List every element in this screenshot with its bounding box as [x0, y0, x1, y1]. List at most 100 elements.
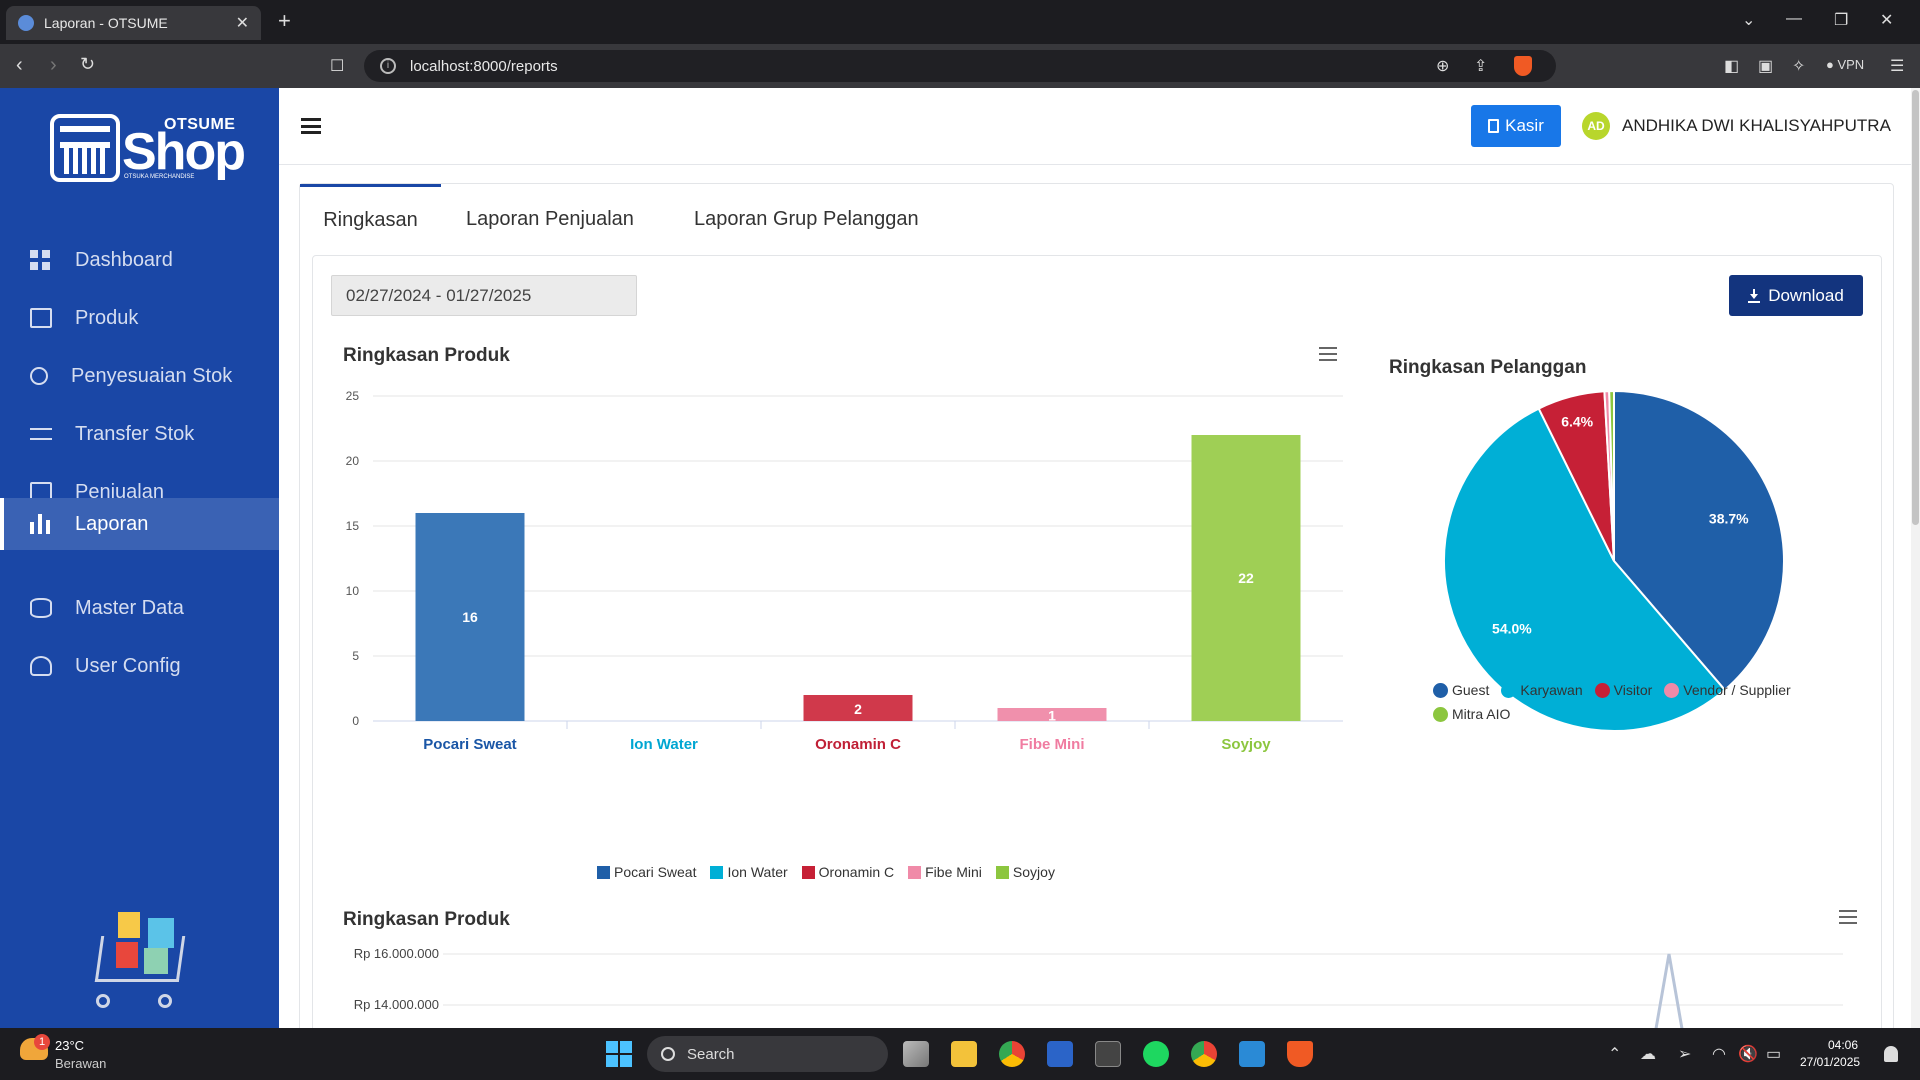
line-chart-menu-icon[interactable] [1839, 910, 1857, 924]
legend-item[interactable]: Pocari Sweat [597, 864, 696, 880]
y-tick-label: Rp 14.000.000 [354, 997, 439, 1012]
legend-swatch [1433, 682, 1448, 698]
spotify-icon[interactable] [1143, 1041, 1169, 1067]
leo-ai-icon[interactable]: ✧ [1792, 58, 1806, 75]
report-card: Ringkasan Laporan Penjualan Laporan Grup… [299, 183, 1894, 1046]
bar[interactable] [997, 708, 1107, 721]
scrollbar-thumb[interactable] [1912, 90, 1919, 525]
app-header: Kasir AD ANDHIKA DWI KHALISYAHPUTRA [279, 88, 1920, 165]
page-scrollbar[interactable] [1911, 88, 1920, 1028]
word-icon[interactable] [1047, 1041, 1073, 1067]
browser-menu-icon[interactable]: ☰ [1890, 58, 1905, 75]
calculator-icon [1488, 119, 1500, 133]
zoom-icon[interactable]: ⊕ [1436, 58, 1450, 75]
tab-laporan-grup-pelanggan[interactable]: Laporan Grup Pelanggan [694, 184, 919, 254]
bar[interactable] [415, 513, 525, 721]
notification-bell-icon[interactable] [1884, 1046, 1898, 1062]
sidebar: OTSUME Shop OTSUKA MERCHANDISE Dashboard… [0, 88, 279, 1028]
legend-item[interactable]: Soyjoy [995, 864, 1055, 880]
pie-chart: 38.7% 54.0% 6.4% [1443, 389, 1785, 732]
file-explorer-icon[interactable] [951, 1041, 977, 1067]
sidebar-item-transfer-stok[interactable]: Transfer Stok [0, 408, 279, 460]
forward-icon[interactable]: › [50, 54, 57, 76]
y-tick-label: 0 [352, 714, 359, 728]
sidebar-item-produk[interactable]: Produk [0, 292, 279, 344]
restore-icon[interactable]: ❐ [1834, 12, 1849, 29]
wifi-icon[interactable]: ◠ [1712, 1046, 1726, 1063]
legend-item[interactable]: Visitor [1594, 682, 1653, 698]
pie-slice[interactable] [1608, 389, 1615, 562]
legend-item[interactable]: Karyawan [1501, 682, 1583, 698]
vscode-icon[interactable] [1239, 1041, 1265, 1067]
volume-muted-icon[interactable]: 🔇 [1738, 1046, 1758, 1063]
share-icon[interactable]: ⇪ [1474, 58, 1488, 75]
address-bar[interactable]: i localhost:8000/reports [364, 50, 1556, 82]
bar-chart-menu-icon[interactable] [1319, 347, 1337, 361]
legend-label: Oronamin C [818, 864, 895, 880]
legend-item[interactable]: Oronamin C [801, 864, 895, 880]
legend-item[interactable]: Mitra AIO [1433, 706, 1510, 722]
location-icon[interactable]: ➢ [1678, 1046, 1692, 1063]
battery-icon[interactable]: ▭ [1766, 1046, 1782, 1063]
user-name[interactable]: ANDHIKA DWI KHALISYAHPUTRA [1622, 116, 1891, 135]
sidebar-item-label: Penyesuaian Stok [71, 364, 233, 387]
sidebar-item-label: Penjualan [75, 480, 164, 503]
avatar[interactable]: AD [1582, 112, 1610, 140]
site-info-icon[interactable]: i [380, 58, 396, 74]
tab-label: Laporan Penjualan [466, 207, 634, 230]
otsume-shop-logo[interactable]: OTSUME Shop OTSUKA MERCHANDISE [50, 112, 246, 182]
taskbar-search[interactable]: Search [647, 1036, 888, 1072]
back-icon[interactable]: ‹ [16, 54, 23, 76]
bar[interactable] [803, 695, 913, 721]
sidebar-item-dashboard[interactable]: Dashboard [0, 234, 279, 286]
sidebar-item-label: Master Data [75, 596, 184, 619]
tab-search-icon[interactable]: ⌄ [1742, 12, 1756, 29]
sidebar-item-laporan[interactable]: Laporan [0, 498, 279, 550]
date-range-input[interactable] [331, 275, 637, 316]
terminal-icon[interactable] [1095, 1041, 1121, 1067]
bookmark-icon[interactable]: ☐ [330, 58, 345, 75]
new-tab-icon[interactable]: + [278, 8, 291, 33]
weather-badge: 1 [34, 1034, 50, 1050]
brave-shield-icon[interactable] [1514, 56, 1532, 76]
brave-icon[interactable] [1287, 1041, 1313, 1067]
reload-icon[interactable]: ↻ [80, 54, 96, 74]
legend-item[interactable]: Fibe Mini [908, 864, 982, 880]
bar[interactable] [1191, 435, 1301, 721]
kasir-button[interactable]: Kasir [1471, 105, 1561, 147]
pie-slice[interactable] [1613, 389, 1785, 692]
legend-label: Visitor [1613, 682, 1653, 698]
pie-slice[interactable] [1443, 407, 1727, 732]
chrome-icon[interactable] [999, 1041, 1025, 1067]
sidebar-item-penyesuaian-stok[interactable]: Penyesuaian Stok [0, 350, 279, 402]
x-category-label: Ion Water [630, 736, 698, 753]
hamburger-menu-icon[interactable] [301, 118, 321, 134]
legend-item[interactable]: Guest [1433, 682, 1489, 698]
tab-laporan-penjualan[interactable]: Laporan Penjualan [466, 184, 634, 254]
wallet-icon[interactable]: ▣ [1758, 58, 1774, 75]
x-category-label: Pocari Sweat [423, 736, 516, 753]
vpn-button[interactable]: ● VPN [1826, 57, 1865, 72]
download-button[interactable]: Download [1729, 275, 1863, 316]
sidebar-item-master-data[interactable]: Master Data [0, 582, 279, 634]
system-clock[interactable]: 04:06 27/01/2025 [1800, 1037, 1860, 1071]
sidebar-item-user-config[interactable]: User Config [0, 640, 279, 692]
y-tick-label: 20 [346, 454, 360, 468]
show-hidden-icons-icon[interactable]: ⌃ [1608, 1046, 1622, 1063]
close-tab-icon[interactable]: ✕ [235, 15, 249, 32]
sidebar-toggle-icon[interactable]: ◧ [1724, 58, 1740, 75]
legend-item[interactable]: Vendor / Supplier [1664, 682, 1791, 698]
legend-item[interactable]: Ion Water [710, 864, 788, 880]
browser-tab[interactable]: Laporan - OTSUME ✕ [6, 6, 261, 40]
close-window-icon[interactable]: ✕ [1880, 12, 1894, 29]
windows-start-icon[interactable] [606, 1041, 632, 1067]
bar-value-label: 1 [1048, 708, 1056, 724]
legend-swatch [710, 865, 724, 879]
chrome-profile-icon[interactable] [1191, 1041, 1217, 1067]
legend-swatch [908, 865, 922, 879]
tab-ringkasan[interactable]: Ringkasan [300, 184, 441, 254]
legend-label: Karyawan [1520, 682, 1583, 698]
task-view-icon[interactable] [903, 1041, 929, 1067]
onedrive-icon[interactable]: ☁ [1640, 1046, 1656, 1063]
minimize-icon[interactable]: — [1786, 10, 1802, 27]
